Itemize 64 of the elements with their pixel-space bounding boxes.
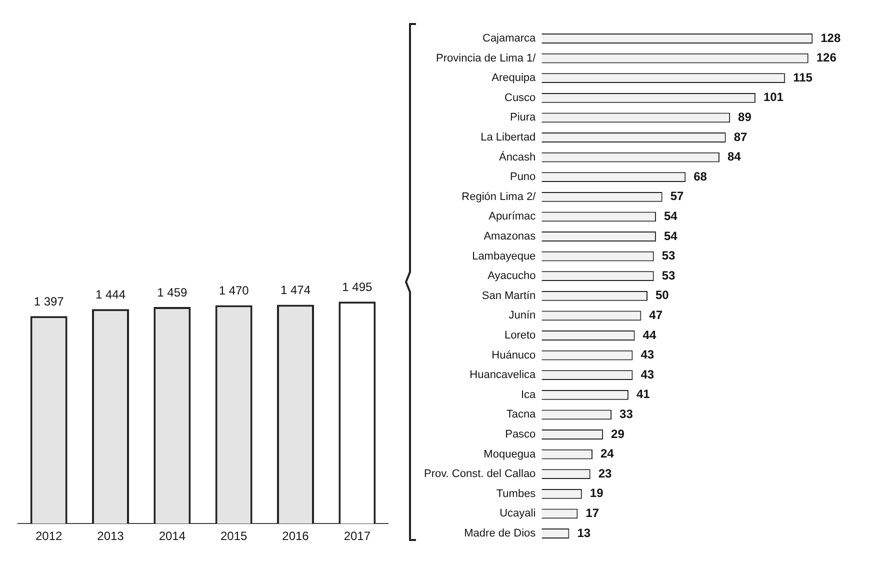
data-label: 29: [611, 426, 625, 441]
data-label: 53: [662, 268, 676, 282]
x-tick-label: 2016: [282, 529, 310, 544]
y-tick-label: Puno: [510, 171, 536, 184]
data-label: 1 495: [342, 280, 373, 294]
data-label: 87: [734, 130, 748, 144]
y-tick-label: Tumbes: [496, 488, 536, 500]
data-label: 43: [640, 348, 654, 362]
y-tick-label: Cajamarca: [482, 32, 537, 45]
data-label: 44: [642, 328, 656, 342]
y-tick-label: San Martín: [482, 290, 536, 302]
x-tick-label: 2012: [35, 529, 63, 544]
y-tick-label: Provincia de Lima 1/: [436, 52, 537, 64]
y-tick-label: Pasco: [505, 428, 536, 441]
data-label: 17: [586, 506, 600, 520]
y-tick-label: Moquegua: [484, 448, 537, 460]
y-tick-label: Arequipa: [492, 72, 537, 84]
data-label: 13: [577, 526, 591, 540]
data-label: 115: [793, 70, 813, 84]
y-tick-label: Madre de Dios: [464, 528, 536, 540]
y-tick-label: Amazonas: [484, 230, 536, 243]
data-label: 54: [664, 228, 678, 243]
y-tick-label: Piura: [510, 112, 537, 124]
data-label: 54: [664, 209, 678, 224]
data-label: 23: [598, 466, 612, 480]
y-tick-label: Huancavelica: [470, 369, 537, 382]
y-tick-label: Áncash: [498, 150, 536, 164]
x-tick-label: 2015: [220, 529, 248, 544]
y-tick-label: Ucayali: [500, 508, 536, 520]
y-tick-label: Ica: [520, 388, 537, 401]
y-tick-label: Loreto: [504, 330, 536, 342]
data-label: 50: [656, 288, 670, 302]
data-label: 126: [816, 50, 837, 65]
data-label: 128: [820, 30, 841, 45]
y-tick-label: Cusco: [504, 92, 536, 104]
x-tick-label: 2014: [158, 529, 186, 544]
y-tick-label: Región Lima 2/: [462, 190, 537, 203]
y-tick-label: Tacna: [506, 408, 537, 421]
data-label: 1 474: [280, 283, 311, 298]
data-label: 43: [640, 367, 654, 382]
y-tick-label: Ayacucho: [488, 270, 536, 282]
data-label: 57: [670, 189, 684, 204]
y-tick-label: Prov. Const. del Callao: [424, 468, 536, 480]
y-tick-label: La Libertad: [480, 132, 536, 144]
data-label: 47: [649, 308, 663, 322]
data-label: 84: [727, 150, 742, 164]
y-tick-label: Lambayeque: [472, 250, 536, 262]
y-tick-label: Apurímac: [488, 210, 536, 223]
data-label: 1 459: [157, 285, 188, 300]
data-label: 41: [636, 387, 650, 402]
data-label: 1 444: [95, 287, 126, 302]
data-label: 68: [694, 169, 708, 184]
data-label: 53: [662, 248, 676, 263]
data-label: 1 397: [34, 294, 64, 308]
x-tick-label: 2013: [97, 529, 124, 544]
data-label: 33: [620, 407, 634, 422]
y-tick-label: Huánuco: [492, 349, 536, 362]
data-label: 24: [600, 446, 614, 461]
y-tick-label: Junín: [508, 310, 536, 322]
data-label: 101: [763, 90, 784, 104]
data-label: 19: [590, 486, 604, 500]
data-label: 89: [738, 110, 752, 124]
data-label: 1 470: [218, 284, 250, 298]
x-tick-label: 2017: [344, 529, 371, 544]
